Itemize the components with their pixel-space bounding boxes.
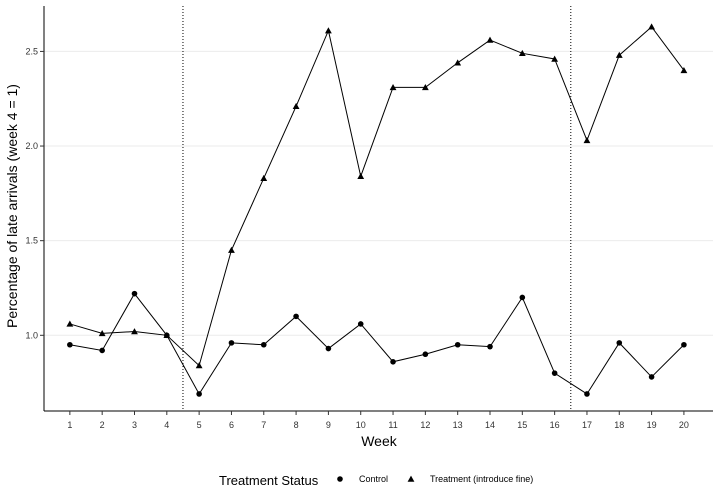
legend-marker bbox=[337, 476, 343, 482]
data-point bbox=[228, 340, 235, 346]
legend-item: Treatment (introduce fine) bbox=[407, 474, 533, 484]
data-point bbox=[648, 23, 655, 30]
grid-lines bbox=[44, 50, 713, 336]
data-point bbox=[615, 51, 623, 58]
x-tick-label: 1 bbox=[67, 420, 72, 430]
y-tick-label: 2.0 bbox=[25, 141, 38, 151]
x-tick-label: 4 bbox=[164, 420, 169, 430]
x-tick-label: 16 bbox=[550, 420, 560, 430]
y-axis-title: Percentage of late arrivals (week 4 = 1) bbox=[4, 84, 20, 328]
legend-title: Treatment Status bbox=[219, 473, 319, 488]
series bbox=[66, 23, 688, 397]
x-tick-label: 11 bbox=[388, 420, 397, 430]
series-line bbox=[69, 26, 685, 367]
data-point bbox=[131, 328, 138, 335]
x-tick-label: 13 bbox=[453, 420, 463, 430]
data-point bbox=[66, 320, 74, 327]
data-point bbox=[648, 374, 655, 380]
x-tick-label: 14 bbox=[485, 420, 495, 430]
legend-items: Control Treatment (introduce fine) bbox=[337, 474, 533, 484]
data-point bbox=[421, 83, 429, 91]
data-point bbox=[390, 358, 396, 365]
y-tick-label: 1.0 bbox=[25, 330, 38, 340]
data-point bbox=[389, 83, 397, 91]
data-point bbox=[98, 330, 106, 337]
x-tick-label: 15 bbox=[517, 420, 527, 430]
data-point bbox=[357, 321, 364, 327]
x-tick-label: 18 bbox=[614, 420, 624, 430]
data-point bbox=[584, 391, 590, 397]
reference-lines bbox=[182, 6, 572, 411]
x-tick-label: 2 bbox=[100, 420, 105, 430]
data-point bbox=[454, 59, 462, 66]
legend: Treatment Status Control Treatment (intro… bbox=[219, 473, 533, 488]
data-point bbox=[357, 172, 365, 180]
data-point bbox=[518, 49, 526, 57]
y-tick-label: 1.5 bbox=[25, 236, 38, 246]
data-point bbox=[67, 341, 73, 348]
data-point bbox=[292, 102, 300, 110]
data-point bbox=[99, 347, 105, 354]
data-point bbox=[260, 174, 268, 181]
legend-label: Control bbox=[359, 474, 388, 484]
data-point bbox=[551, 55, 559, 62]
x-axis-title: Week bbox=[361, 433, 398, 449]
legend-item: Control bbox=[337, 474, 388, 484]
x-tick-label: 20 bbox=[679, 420, 689, 430]
x-tick-label: 7 bbox=[261, 420, 266, 430]
legend-label: Treatment (introduce fine) bbox=[430, 474, 533, 484]
data-point bbox=[293, 313, 299, 320]
legend-marker bbox=[407, 475, 415, 482]
x-tick-label: 8 bbox=[294, 420, 299, 430]
data-point bbox=[422, 351, 429, 358]
x-tick-label: 3 bbox=[132, 420, 137, 430]
data-point bbox=[487, 343, 493, 350]
x-tick-label: 5 bbox=[197, 420, 202, 430]
series-line bbox=[69, 292, 685, 395]
data-point bbox=[616, 340, 623, 346]
data-point bbox=[131, 290, 138, 297]
data-point bbox=[454, 341, 461, 348]
data-point bbox=[519, 294, 526, 301]
data-point bbox=[325, 345, 332, 352]
data-point bbox=[486, 36, 494, 43]
data-point bbox=[681, 341, 687, 348]
series-treatment bbox=[66, 23, 688, 369]
y-tick-label: 2.5 bbox=[25, 46, 38, 56]
x-tick-label: 17 bbox=[582, 420, 592, 430]
x-tick-label: 19 bbox=[647, 420, 657, 430]
x-tick-label: 10 bbox=[356, 420, 366, 430]
data-point bbox=[228, 246, 235, 253]
axes bbox=[43, 6, 713, 412]
x-tick-label: 12 bbox=[420, 420, 430, 430]
data-point bbox=[551, 370, 558, 376]
x-tick-label: 9 bbox=[326, 420, 331, 430]
series-control bbox=[67, 290, 687, 397]
data-point bbox=[196, 391, 202, 397]
data-point bbox=[260, 341, 267, 348]
x-tick-label: 6 bbox=[229, 420, 234, 430]
tick-labels: 1 2 3 4 5 6 7 8 9 10 11 12 13 14 15 16 17 18 19 201.01.52.0… bbox=[25, 46, 688, 430]
data-point bbox=[163, 331, 171, 339]
data-point bbox=[195, 362, 203, 369]
data-point bbox=[680, 66, 688, 74]
data-point bbox=[583, 136, 591, 144]
data-point bbox=[325, 27, 332, 34]
